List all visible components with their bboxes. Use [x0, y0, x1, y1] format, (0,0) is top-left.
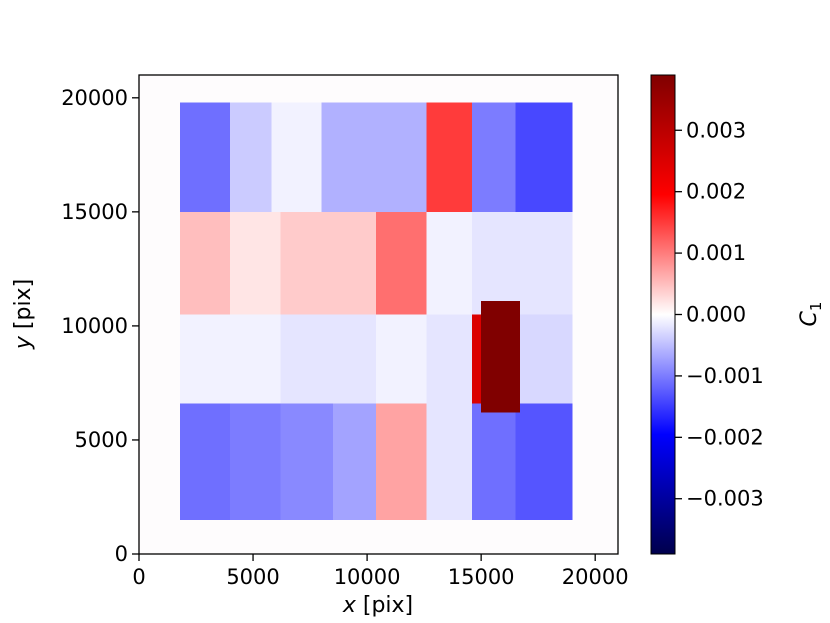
heatmap-cell [332, 211, 377, 315]
heatmap-cell [332, 314, 377, 404]
x-tick-label: 5000 [226, 565, 279, 589]
y-tick-label: 5000 [75, 428, 128, 452]
heatmap-cell [515, 403, 573, 520]
heatmap-cell [426, 403, 473, 520]
colorbar-tick-label: 0.002 [686, 180, 746, 204]
heatmap-cell [180, 314, 231, 404]
heatmap-cell [376, 211, 427, 315]
heatmap-cell [321, 102, 377, 212]
heatmap-cell [515, 314, 573, 404]
colorbar-tick-label: 0.003 [686, 118, 746, 142]
y-tick-label: 10000 [61, 314, 128, 338]
x-tick-label: 10000 [334, 565, 401, 589]
y-axis-ticks: 0 5000 10000 15000 20000 [61, 86, 139, 566]
y-tick-label: 0 [115, 542, 128, 566]
heatmap-cell [376, 403, 427, 520]
x-tick-label: 0 [132, 565, 145, 589]
heatmap-cell [271, 102, 322, 212]
x-tick-label: 20000 [562, 565, 629, 589]
heatmap-cell [376, 102, 427, 212]
colorbar: 0.003 0.002 0.001 0.000 −0.001 −0.002 −0.003 C… [650, 74, 825, 555]
heatmap-cell [376, 314, 427, 404]
plot-area: 0 5000 10000 15000 20000 0 5000 10000 15000 2000… [61, 74, 629, 589]
colorbar-tick-label: −0.002 [686, 425, 764, 449]
heatmap-cell [332, 403, 377, 520]
heatmap-cell [481, 300, 520, 413]
heatmap-cell [280, 211, 333, 315]
x-axis-label: x [pix] [342, 593, 413, 618]
heatmap-cell [515, 102, 573, 212]
heatmap-cell [472, 403, 516, 520]
heatmap-cell [230, 102, 272, 212]
y-tick-label: 20000 [61, 86, 128, 110]
colorbar-tick-label: −0.001 [686, 364, 764, 388]
heatmap-cell [180, 102, 231, 212]
heatmap-cell [472, 211, 516, 315]
heatmap-cell [426, 211, 473, 315]
colorbar-tick-label: −0.003 [686, 487, 764, 511]
colorbar-gradient [650, 74, 676, 555]
heatmap-cell [280, 403, 333, 520]
colorbar-ticks: 0.003 0.002 0.001 0.000 −0.001 −0.002 −0.003 [675, 118, 764, 511]
y-axis-label: y [pix] [11, 279, 36, 350]
colorbar-tick-label: 0.000 [686, 303, 746, 327]
heatmap-cell [472, 102, 516, 212]
heatmap-cell [426, 102, 473, 212]
heatmap-cell [515, 211, 573, 315]
x-axis-ticks: 0 5000 10000 15000 20000 [132, 554, 629, 589]
heatmap-cell [230, 403, 281, 520]
x-tick-label: 15000 [448, 565, 515, 589]
heatmap-cell [230, 314, 281, 404]
plot-frame [138, 74, 619, 555]
heatmap-cell [180, 211, 231, 315]
colorbar-label: C1 [797, 302, 825, 327]
y-tick-label: 15000 [61, 200, 128, 224]
heatmap-cell [180, 403, 231, 520]
heatmap-cell [230, 211, 281, 315]
heatmap-cells [180, 102, 573, 520]
heatmap-cell [426, 314, 473, 404]
colorbar-tick-label: 0.001 [686, 241, 746, 265]
heatmap-cell [280, 314, 333, 404]
